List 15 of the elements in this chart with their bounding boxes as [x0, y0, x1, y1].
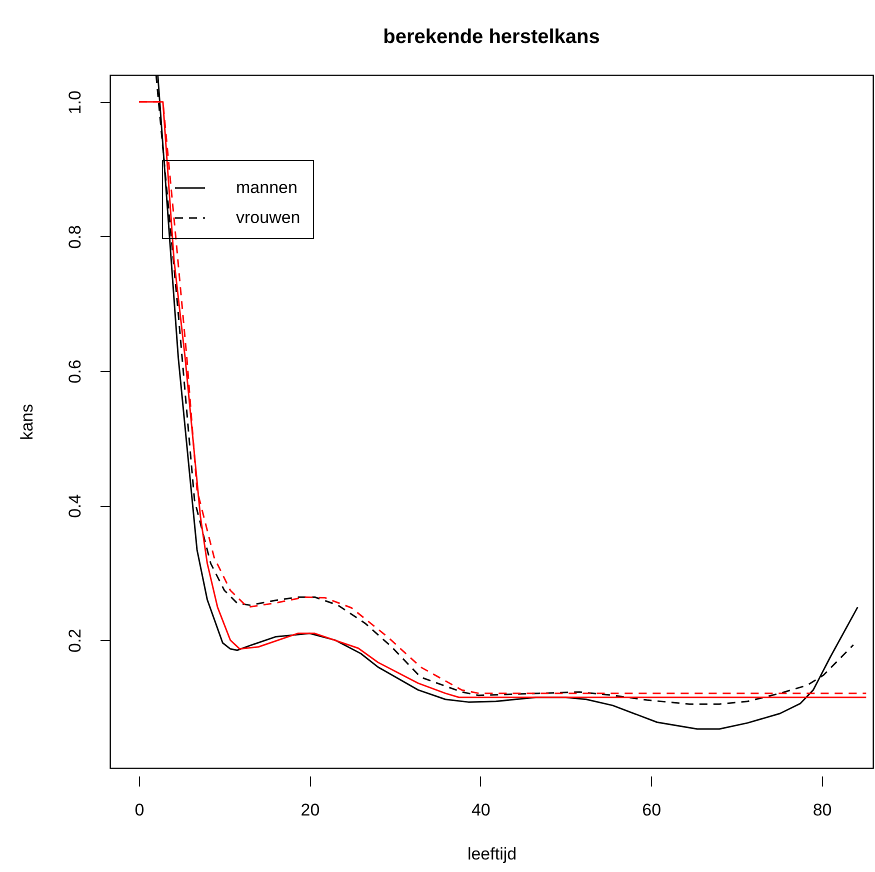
y-tick-label: 0.8: [66, 225, 84, 249]
legend-label: mannen: [236, 178, 298, 197]
y-tick-label: 0.6: [66, 360, 84, 384]
x-tick-label: 60: [642, 800, 662, 820]
y-tick-label: 1.0: [66, 90, 84, 114]
y-tick-label: 0.2: [66, 628, 84, 652]
x-tick-label: 20: [300, 800, 320, 820]
x-tick-label: 80: [812, 800, 832, 820]
chart-title: berekende herstelkans: [383, 26, 600, 48]
x-tick-label: 0: [134, 800, 144, 820]
y-tick-label: 0.4: [66, 494, 84, 518]
y-axis-title: kans: [18, 404, 36, 440]
x-tick-label: 40: [471, 800, 490, 820]
x-axis-title: leeftijd: [467, 844, 517, 864]
legend-label: vrouwen: [236, 208, 300, 227]
